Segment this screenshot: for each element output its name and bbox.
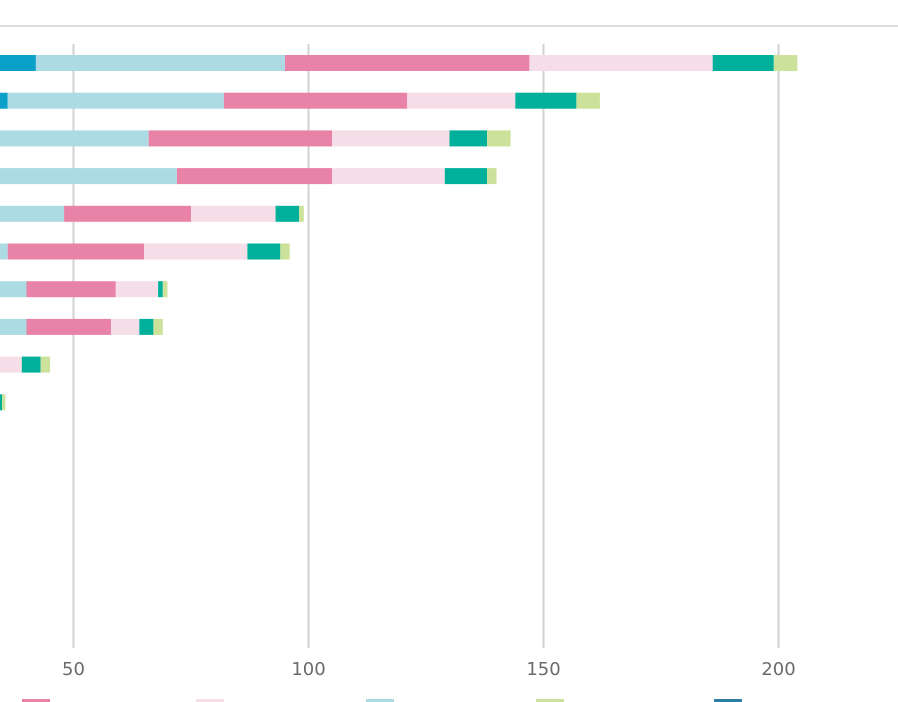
bar-row-5-segment-4 — [191, 205, 276, 222]
legend-swatch-5 — [714, 699, 742, 702]
bar-row-2-segment-5 — [515, 92, 577, 109]
bar-row-5-segment-3 — [64, 205, 191, 222]
bar-row-1-segment-4 — [529, 55, 713, 71]
bar-row-1-segment-6 — [773, 55, 798, 71]
bar-row-9-segment-4 — [0, 356, 22, 373]
bar-row-6-segment-2 — [0, 243, 8, 260]
bar-row-4-segment-2 — [0, 168, 177, 185]
legend-swatch-4 — [536, 699, 564, 702]
x-tick-label-150: 150 — [526, 659, 560, 680]
bar-row-2-segment-6 — [576, 92, 600, 109]
bar-row-7-segment-5 — [158, 281, 163, 298]
bar-row-10-segment-5 — [0, 394, 3, 411]
bar-row-4-segment-5 — [444, 168, 488, 185]
bar-row-2-segment-1 — [0, 92, 8, 109]
bar-row-3-segment-4 — [332, 130, 450, 147]
bar-row-6-segment-5 — [247, 243, 281, 260]
x-axis-ticks: 50 100 150 200 — [62, 659, 796, 680]
bar-row-5-segment-2 — [0, 205, 65, 222]
bar-row-5-segment-5 — [275, 205, 300, 222]
bar-row-2-segment-2 — [7, 92, 224, 109]
bar-row-2-segment-3 — [223, 92, 408, 109]
bar-row-7-segment-3 — [26, 281, 116, 298]
bar-row-1-segment-2 — [35, 55, 286, 71]
bar-row-6-segment-3 — [7, 243, 145, 260]
bar-row-4-segment-3 — [176, 168, 332, 185]
bar-row-8-segment-6 — [153, 318, 163, 335]
bar-row-3-segment-2 — [0, 130, 149, 147]
x-tick-label-50: 50 — [62, 659, 85, 680]
bar-row-8-segment-3 — [26, 318, 112, 335]
x-tick-label-200: 200 — [761, 659, 795, 680]
bar-row-6-segment-4 — [144, 243, 248, 260]
bar-row-10-segment-6 — [2, 394, 6, 411]
bar-row-3-segment-5 — [449, 130, 488, 147]
bar-row-8-segment-5 — [139, 318, 154, 335]
legend-swatch-2 — [196, 699, 224, 702]
legend — [22, 699, 742, 702]
legend-swatch-1 — [22, 699, 50, 702]
bar-row-8-segment-2 — [0, 318, 27, 335]
bar-row-1-segment-5 — [712, 55, 774, 71]
x-tick-label-100: 100 — [291, 659, 325, 680]
bar-row-8-segment-4 — [111, 318, 140, 335]
bar-row-2-segment-4 — [407, 92, 516, 109]
bar-row-5-segment-6 — [299, 205, 304, 222]
bar-row-4-segment-6 — [487, 168, 497, 185]
bar-row-7-segment-4 — [115, 281, 159, 298]
bar-row-1-segment-3 — [285, 55, 530, 71]
bar-row-3-segment-3 — [148, 130, 332, 147]
bar-row-3-segment-6 — [487, 130, 511, 147]
bar-row-1-segment-1 — [0, 55, 36, 71]
bar-row-7-segment-6 — [162, 281, 168, 298]
bar-row-9-segment-5 — [21, 356, 41, 373]
legend-swatch-3 — [366, 699, 394, 702]
bar-row-4-segment-4 — [332, 168, 445, 185]
bar-row-7-segment-2 — [0, 281, 27, 298]
bar-row-6-segment-6 — [280, 243, 290, 260]
bar-row-9-segment-6 — [40, 356, 50, 373]
bar-segments — [0, 55, 798, 411]
